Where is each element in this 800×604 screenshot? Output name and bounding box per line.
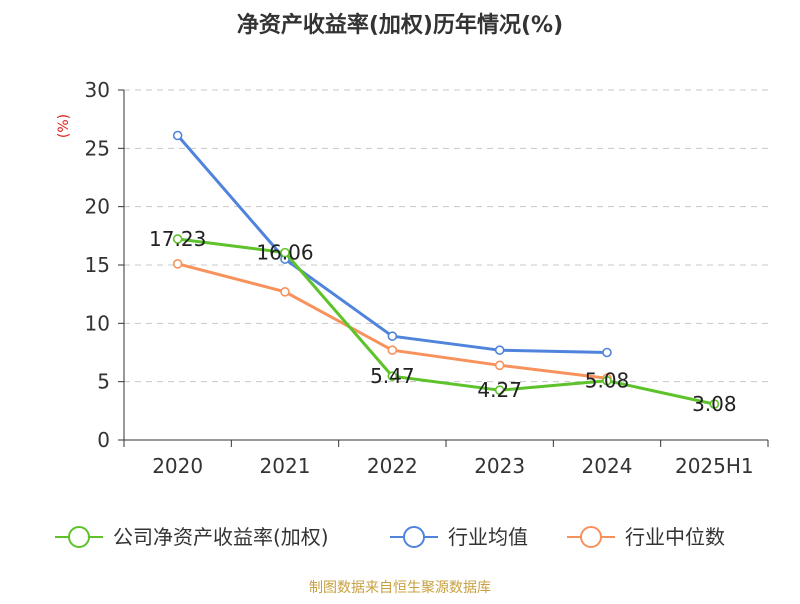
data-label: 17.23 — [149, 227, 206, 251]
data-point — [172, 259, 183, 269]
axis-layer: 0 5 10 15 20 25 30 2020 2021 2022 2023 2024 2025H1 — [85, 78, 769, 478]
data-label: 3.08 — [692, 392, 737, 416]
data-label: 5.47 — [370, 364, 415, 388]
data-point — [709, 399, 720, 409]
data-point — [602, 375, 612, 386]
data-point — [494, 360, 505, 371]
legend: 公司净资产收益率(加权) 行业均值 行业中位数 — [55, 525, 725, 549]
data-label-layer: 17.23 16.06 5.47 4.27 5.08 3.08 — [149, 227, 737, 416]
chart-title: 净资产收益率(加权)历年情况(%) — [237, 12, 563, 38]
legend-label: 行业中位数 — [625, 525, 725, 549]
data-label: 4.27 — [477, 378, 522, 402]
data-point — [494, 345, 505, 355]
y-axis-label: (%) — [56, 114, 72, 138]
legend-label: 行业均值 — [448, 525, 528, 549]
y-tick-label: 10 — [85, 311, 110, 335]
data-point — [387, 371, 398, 381]
series-line — [176, 134, 608, 354]
data-label: 16.06 — [256, 241, 313, 265]
series-layer — [172, 130, 720, 409]
data-point — [172, 130, 183, 141]
data-point — [280, 287, 290, 297]
series-line — [177, 262, 608, 380]
x-tick-label: 2021 — [260, 454, 311, 478]
x-tick-label: 2022 — [367, 454, 418, 478]
x-tick-label: 2020 — [152, 454, 203, 478]
x-tick-label: 2025H1 — [675, 454, 754, 478]
data-point — [494, 385, 505, 395]
y-tick-label: 0 — [97, 428, 110, 452]
data-point — [280, 247, 290, 258]
data-point — [602, 347, 612, 358]
y-tick-label: 15 — [85, 253, 110, 277]
y-tick-label: 5 — [97, 370, 110, 394]
data-point — [387, 331, 398, 341]
y-tick-label: 25 — [85, 136, 110, 160]
y-tick-label: 20 — [85, 195, 110, 219]
series-line — [177, 237, 715, 406]
grid-layer — [124, 89, 768, 383]
legend-label: 公司净资产收益率(加权) — [113, 525, 329, 549]
y-tick-label: 30 — [85, 78, 110, 102]
legend-marker — [403, 526, 425, 548]
x-tick-label: 2023 — [474, 454, 525, 478]
data-point — [387, 345, 398, 355]
data-label: 5.08 — [585, 369, 630, 393]
data-point — [172, 234, 183, 244]
x-tick-label: 2024 — [582, 454, 633, 478]
legend-marker — [580, 526, 602, 548]
source-footer: 制图数据来自恒生聚源数据库 — [309, 580, 491, 596]
legend-marker — [68, 526, 90, 548]
